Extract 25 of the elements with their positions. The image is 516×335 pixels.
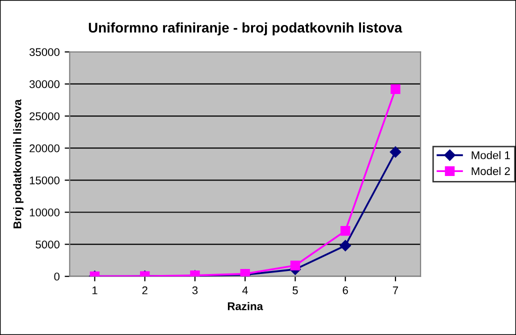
point [290,260,300,270]
y-tick-label: 30000 [29,80,60,88]
y-tick-label: 0 [54,272,60,281]
y-axis-title: Broj podatkovnih listova [13,99,24,228]
y-tick-label: 20000 [30,144,60,152]
point [390,84,400,94]
x-tick-label: 2 [142,286,148,294]
x-tick-label: 5 [292,286,298,294]
point [390,146,402,158]
point [340,240,351,252]
x-tick-label: 3 [192,286,198,294]
x-tick-label: 6 [342,286,348,294]
y-tick-label: 5000 [36,240,60,248]
x-axis-title: Razina [228,302,264,310]
y-tick-label: 35000 [29,48,60,56]
x-tick-label: 4 [242,286,248,294]
point [340,226,350,236]
y-tick-label: 15000 [30,176,60,184]
chart-title: Uniformno rafiniranje - broj podatkovnih listova [88,22,402,36]
legend-label: Model 2 [472,166,510,176]
legend-label: Model 1 [472,151,510,160]
y-tick-label: 25000 [30,112,60,120]
y-tick-label: 10000 [30,208,60,216]
x-tick-label: 7 [392,286,398,294]
x-tick-label: 1 [92,286,98,294]
